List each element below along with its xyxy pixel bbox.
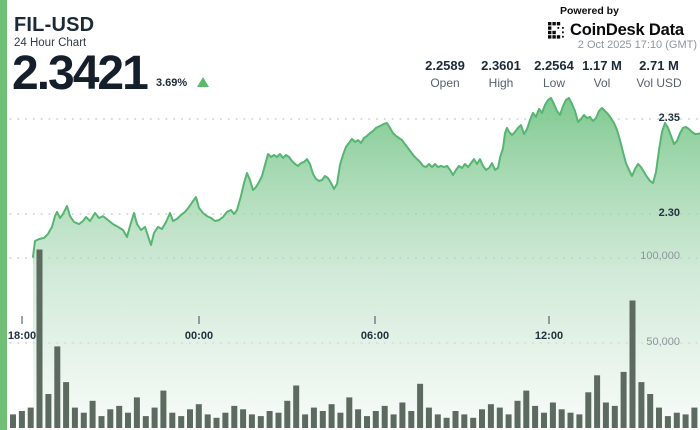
stat-vol-usd-label: Vol USD (636, 76, 682, 90)
change-percent: 3.69% (156, 77, 188, 89)
stat-high-label: High (488, 76, 514, 90)
price-axis-tick-230: 2.30 (658, 207, 680, 219)
time-axis-tick-0000: 00:00 (184, 330, 214, 342)
time-ticks (21, 316, 550, 324)
volume-axis-tick-50k: 50,000 (646, 336, 680, 348)
powered-by-label: Powered by (560, 5, 619, 17)
stat-open: 2.2589 Open (403, 58, 487, 90)
stat-vol: 1.17 M Vol (560, 58, 644, 90)
timestamp: 2 Oct 2025 17:10 (GMT) (577, 39, 697, 51)
stat-vol-usd-value: 2.71 M (639, 58, 679, 73)
volume-bars (10, 249, 698, 428)
coindesk-logo-icon (548, 22, 564, 39)
stat-open-value: 2.2589 (425, 58, 465, 73)
stat-low-label: Low (542, 76, 565, 90)
time-axis-tick-1800: 18:00 (7, 330, 37, 342)
stat-high: 2.3601 High (459, 58, 543, 90)
stat-vol-value: 1.17 M (582, 58, 622, 73)
time-axis-tick-0600: 06:00 (360, 330, 390, 342)
page-title: FIL-USD (14, 14, 95, 36)
price-axis-tick-235: 2.35 (658, 112, 680, 124)
accent-stripe (0, 0, 7, 430)
chart-subtitle: 24 Hour Chart (14, 37, 87, 49)
price-area (33, 97, 700, 429)
stat-high-value: 2.3601 (481, 58, 521, 73)
stat-low-value: 2.2564 (534, 58, 574, 73)
volume-axis-tick-100k: 100,000 (640, 250, 680, 262)
stat-vol-label: Vol (593, 76, 611, 90)
brand-name: CoinDesk Data (570, 21, 684, 39)
stat-low: 2.2564 Low (512, 58, 596, 90)
up-triangle-icon (197, 77, 209, 87)
current-price: 2.3421 (12, 47, 149, 100)
price-line (32, 96, 700, 258)
coindesk-data-logo[interactable]: CoinDesk Data (548, 21, 684, 40)
stat-open-label: Open (430, 76, 460, 90)
stat-vol-usd: 2.71 M Vol USD (617, 58, 700, 90)
time-axis-tick-1200: 12:00 (534, 330, 564, 342)
